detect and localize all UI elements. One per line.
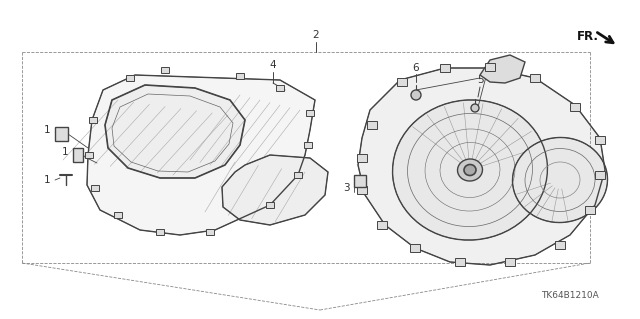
Text: TK64B1210A: TK64B1210A xyxy=(541,291,599,300)
Polygon shape xyxy=(222,155,328,225)
Polygon shape xyxy=(585,206,595,214)
Polygon shape xyxy=(161,67,169,73)
Polygon shape xyxy=(485,63,495,71)
Polygon shape xyxy=(304,142,312,148)
Ellipse shape xyxy=(464,165,476,175)
Polygon shape xyxy=(555,241,565,249)
Ellipse shape xyxy=(392,100,547,240)
Polygon shape xyxy=(455,258,465,266)
Ellipse shape xyxy=(458,159,483,181)
Polygon shape xyxy=(306,110,314,116)
Polygon shape xyxy=(357,186,367,194)
Text: 1: 1 xyxy=(44,175,51,185)
Text: 1: 1 xyxy=(44,125,51,135)
Text: 6: 6 xyxy=(413,63,419,73)
Polygon shape xyxy=(505,258,515,266)
Polygon shape xyxy=(236,73,244,79)
Polygon shape xyxy=(89,117,97,123)
Text: 3: 3 xyxy=(342,183,349,193)
Polygon shape xyxy=(126,75,134,81)
Circle shape xyxy=(471,104,479,112)
Ellipse shape xyxy=(513,137,607,223)
Polygon shape xyxy=(367,121,377,129)
Polygon shape xyxy=(206,229,214,235)
Polygon shape xyxy=(354,175,366,187)
Polygon shape xyxy=(156,229,164,235)
Polygon shape xyxy=(410,244,420,252)
Polygon shape xyxy=(595,171,605,179)
Text: 2: 2 xyxy=(313,30,319,40)
Text: 4: 4 xyxy=(269,60,276,70)
Polygon shape xyxy=(91,185,99,191)
Text: FR.: FR. xyxy=(577,29,599,42)
Polygon shape xyxy=(440,64,450,72)
Polygon shape xyxy=(114,212,122,218)
Polygon shape xyxy=(358,68,605,265)
Polygon shape xyxy=(530,74,540,82)
Polygon shape xyxy=(73,148,83,162)
Text: 1: 1 xyxy=(61,147,68,157)
Polygon shape xyxy=(105,85,245,178)
Polygon shape xyxy=(55,127,68,141)
Text: 5: 5 xyxy=(477,75,483,85)
Polygon shape xyxy=(377,221,387,229)
Polygon shape xyxy=(294,172,302,178)
Polygon shape xyxy=(266,202,274,208)
Polygon shape xyxy=(87,75,315,235)
Polygon shape xyxy=(480,55,525,83)
Polygon shape xyxy=(570,103,580,111)
Polygon shape xyxy=(595,136,605,144)
Polygon shape xyxy=(397,78,407,86)
Polygon shape xyxy=(357,154,367,162)
Polygon shape xyxy=(85,152,93,158)
Circle shape xyxy=(411,90,421,100)
Polygon shape xyxy=(276,85,284,91)
